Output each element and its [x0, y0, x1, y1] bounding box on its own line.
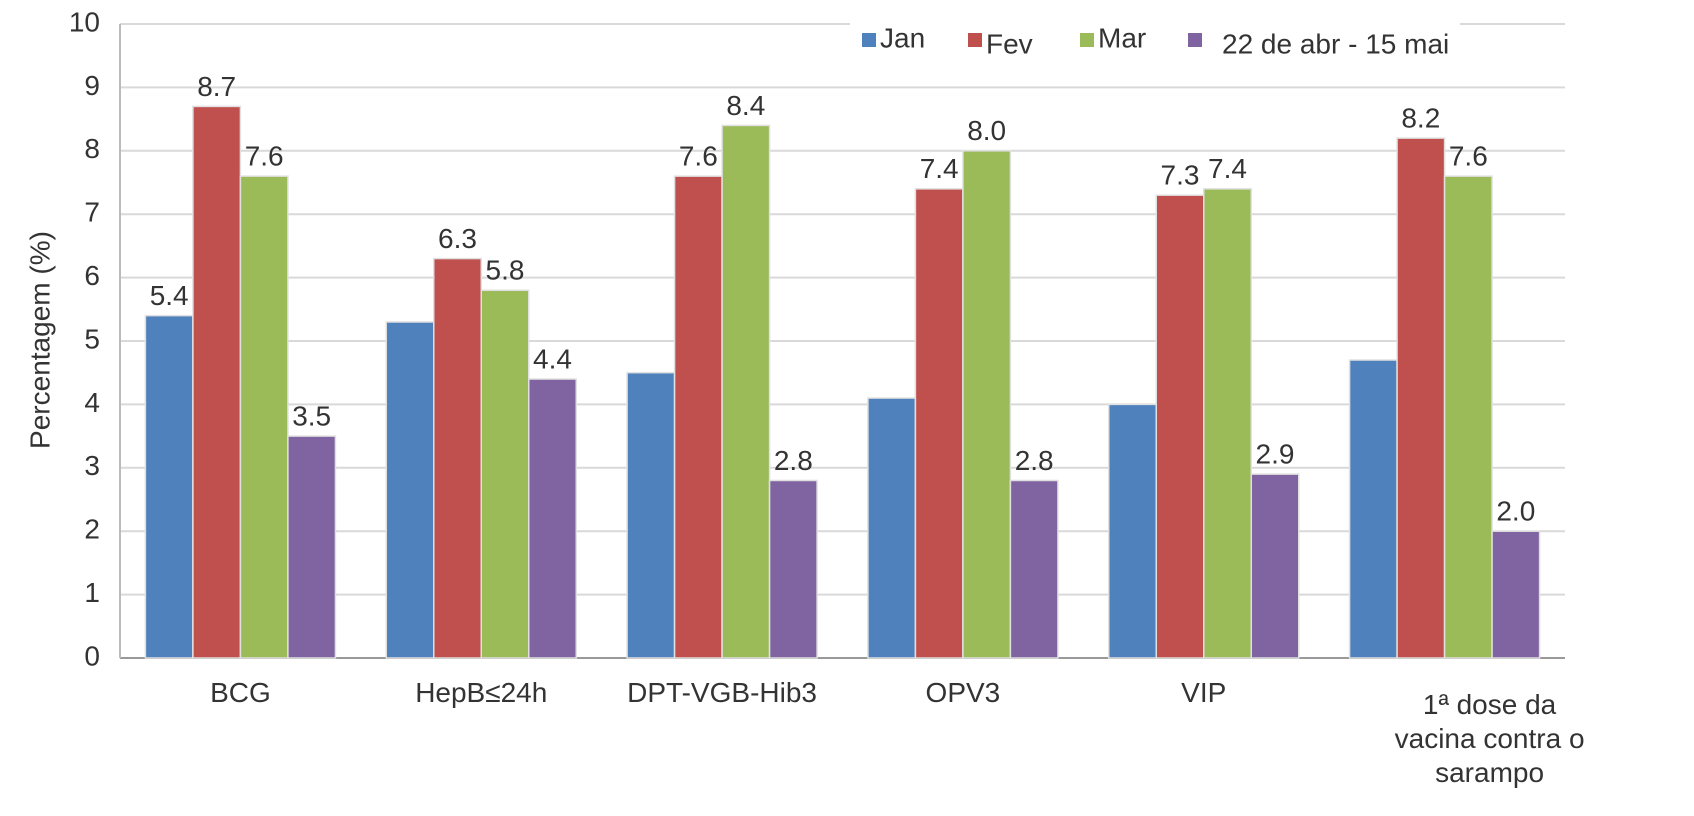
value-label: 3.5: [292, 400, 331, 431]
legend-label: 22 de abr - 15 mai: [1222, 28, 1449, 59]
value-label: 8.4: [726, 90, 765, 121]
bar: [1009, 479, 1059, 659]
bar: [480, 289, 530, 659]
x-tick-label: DPT-VGB-Hib3: [627, 677, 817, 708]
legend-swatch: [968, 33, 982, 47]
x-tick-label: VIP: [1181, 677, 1227, 708]
legend-swatch: [862, 33, 876, 47]
value-label: 2.8: [774, 445, 813, 476]
bar: [1203, 188, 1252, 659]
x-tick-label: BCG: [210, 677, 271, 708]
value-label: 7.4: [920, 153, 959, 184]
value-label: 4.4: [533, 343, 572, 374]
value-label: 7.6: [1449, 141, 1488, 172]
y-tick-label: 7: [84, 197, 100, 228]
value-label: 2.9: [1256, 439, 1295, 470]
y-axis-label: Percentagem (%): [24, 231, 55, 449]
value-label: 2.0: [1496, 496, 1535, 527]
y-tick-label: 9: [84, 70, 100, 101]
bar: [1108, 403, 1157, 659]
y-tick-label: 1: [84, 577, 100, 608]
bar: [433, 257, 482, 659]
bar: [192, 105, 242, 659]
value-label: 7.6: [245, 141, 284, 172]
bar: [1396, 137, 1446, 659]
bar: [528, 378, 577, 659]
value-label: 8.7: [197, 71, 236, 102]
legend-swatch: [1080, 33, 1094, 47]
value-label: 2.8: [1015, 445, 1054, 476]
x-tick-label: 1ª dose da vacina contra o sarampo: [1394, 689, 1585, 788]
bar: [626, 371, 676, 659]
y-tick-label: 4: [84, 387, 100, 418]
x-tick-label: HepB≤24h: [415, 677, 548, 708]
y-tick-label: 8: [84, 133, 100, 164]
bar: [962, 150, 1012, 659]
bar: [1250, 473, 1300, 659]
value-label: 5.8: [486, 255, 525, 286]
value-label: 6.3: [438, 223, 477, 254]
bar: [914, 188, 964, 659]
value-label: 7.6: [679, 141, 718, 172]
y-tick-label: 6: [84, 260, 100, 291]
value-label: 7.3: [1161, 160, 1200, 191]
bar: [1155, 194, 1205, 659]
value-label: 8.0: [967, 115, 1006, 146]
legend-label: Mar: [1098, 22, 1146, 53]
legend-label: Fev: [986, 28, 1033, 59]
y-tick-label: 2: [84, 514, 100, 545]
bar: [239, 175, 289, 659]
bar: [1491, 530, 1541, 659]
legend-background: [850, 22, 1460, 66]
y-tick-label: 5: [84, 323, 100, 354]
legend-swatch: [1188, 33, 1202, 47]
bar: [385, 321, 435, 659]
y-tick-label: 3: [84, 450, 100, 481]
bar: [1443, 175, 1493, 659]
bar: [673, 175, 723, 659]
value-label: 8.2: [1401, 103, 1440, 134]
value-label: 7.4: [1208, 153, 1247, 184]
value-label: 5.4: [150, 280, 189, 311]
bar: [1348, 359, 1398, 659]
bar: [867, 397, 917, 659]
y-tick-label: 10: [69, 6, 100, 37]
bar: [287, 435, 337, 659]
legend-label: Jan: [880, 22, 925, 53]
bar: [144, 314, 194, 659]
bar: [768, 479, 818, 659]
y-tick-label: 0: [84, 640, 100, 671]
bar: [721, 124, 771, 659]
x-tick-label: OPV3: [925, 677, 1001, 708]
